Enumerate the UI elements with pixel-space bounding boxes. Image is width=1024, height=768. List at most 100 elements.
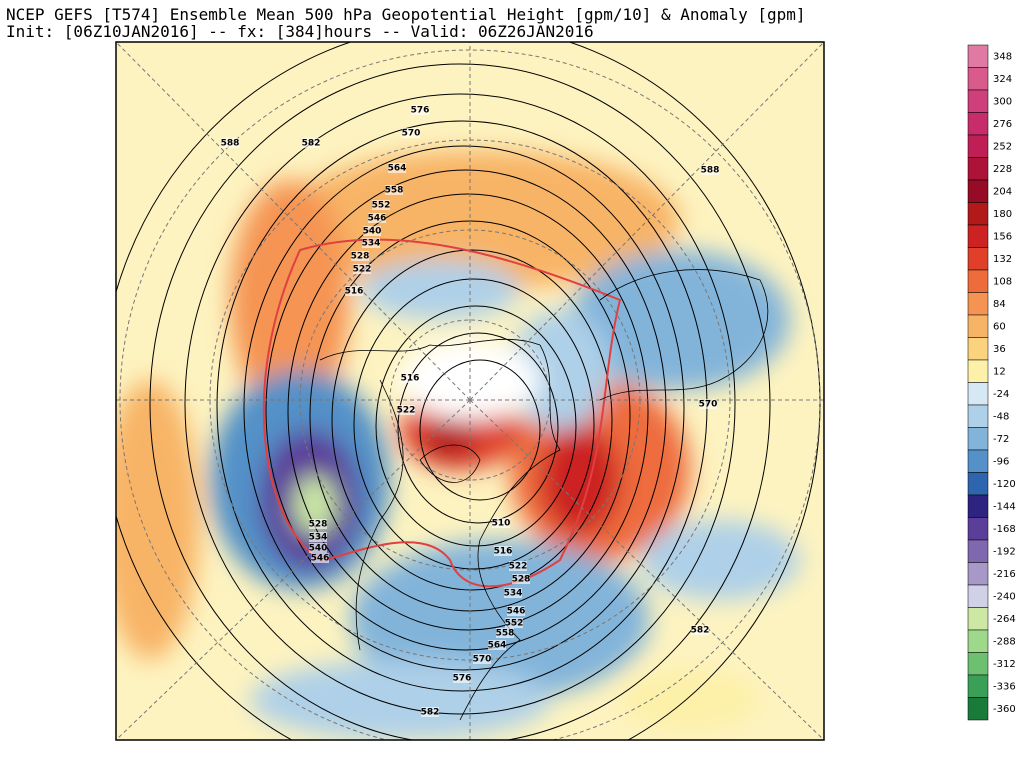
contour-label-bg xyxy=(691,625,709,635)
colorbar-label: 60 xyxy=(993,321,1006,332)
colorbar-label: -24 xyxy=(993,389,1009,400)
colorbar: 348 324 300 276 252 228 204 180 156 132 108 84 60 36 1… xyxy=(967,44,1016,721)
contour-label: 564 xyxy=(488,641,507,651)
contour-label: 546 xyxy=(507,607,526,617)
contour-label-bg xyxy=(421,707,439,717)
colorbar-swatch xyxy=(967,404,989,428)
contour-label-bg xyxy=(473,654,491,664)
contour-label-bg xyxy=(512,574,530,584)
colorbar-label: 108 xyxy=(993,276,1012,287)
colorbar-swatch xyxy=(967,269,989,293)
colorbar-label: 252 xyxy=(993,141,1012,152)
colorbar-label: -336 xyxy=(993,681,1016,692)
colorbar-swatch xyxy=(967,44,989,68)
contour-label: 582 xyxy=(691,626,710,636)
contour-labels: 588 5825765705645585525465405345285225165… xyxy=(221,105,719,718)
colorbar-label: -264 xyxy=(993,614,1016,625)
colorbar-label: -120 xyxy=(993,479,1016,490)
contour-label: 570 xyxy=(699,400,718,410)
anomaly-outline xyxy=(262,238,622,588)
contour-label-bg xyxy=(388,163,406,173)
contour-label: 522 xyxy=(397,406,416,416)
contour-label-bg xyxy=(309,543,327,553)
colorbar-swatch xyxy=(967,67,989,91)
colorbar-label: 180 xyxy=(993,209,1012,220)
contour-label-bg xyxy=(453,673,471,683)
contour-label: 516 xyxy=(494,547,513,557)
colorbar-swatch xyxy=(967,89,989,113)
contour-label-bg xyxy=(221,138,239,148)
colorbar-label: -48 xyxy=(993,411,1009,422)
colorbar-label: 348 xyxy=(993,51,1012,62)
colorbar-swatch xyxy=(967,179,989,203)
colorbar-swatch xyxy=(967,562,989,586)
contour-label: 540 xyxy=(363,227,382,237)
colorbar-swatch xyxy=(967,359,989,383)
contour-label-bg xyxy=(505,618,523,628)
contour-label-bg xyxy=(309,532,327,542)
contour-label-bg xyxy=(353,264,371,274)
colorbar-label: -360 xyxy=(993,704,1016,715)
colorbar-label: 84 xyxy=(993,299,1006,310)
colorbar-swatch xyxy=(967,157,989,181)
colorbar-swatch xyxy=(967,314,989,338)
contour-label-bg xyxy=(701,165,719,175)
colorbar-label: -288 xyxy=(993,636,1016,647)
contour-label-bg xyxy=(699,399,717,409)
colorbar-swatch xyxy=(967,337,989,361)
colorbar-swatch xyxy=(967,629,989,653)
colorbar-swatch xyxy=(967,494,989,518)
contour-label-bg xyxy=(368,213,386,223)
coastlines xyxy=(319,269,769,721)
colorbar-label: 12 xyxy=(993,366,1006,377)
contour-label: 522 xyxy=(353,265,372,275)
colorbar-label: 276 xyxy=(993,119,1012,130)
contour-label: 558 xyxy=(496,629,515,639)
colorbar-label: 132 xyxy=(993,254,1012,265)
colorbar-swatch xyxy=(967,247,989,271)
contour-label-bg xyxy=(385,185,403,195)
colorbar-swatch xyxy=(967,539,989,563)
colorbar-label: -96 xyxy=(993,456,1009,467)
contour-label: 546 xyxy=(368,214,387,224)
contour-label-bg xyxy=(363,226,381,236)
colorbar-swatch xyxy=(967,697,989,721)
contour-label-bg xyxy=(492,518,510,528)
colorbar-swatch xyxy=(967,652,989,676)
contour-label-bg xyxy=(401,373,419,383)
contour-label-bg xyxy=(311,553,329,563)
contour-label: 558 xyxy=(385,186,404,196)
contour-label-bg xyxy=(509,561,527,571)
contour-label-bg xyxy=(362,238,380,248)
colorbar-label: 324 xyxy=(993,74,1012,85)
colorbar-label: 156 xyxy=(993,231,1012,242)
contour-label-bg xyxy=(488,640,506,650)
contour-label-bg xyxy=(309,519,327,529)
colorbar-swatch xyxy=(967,224,989,248)
colorbar-swatch xyxy=(967,134,989,158)
subtitle: Init: [06Z10JAN2016] -- fx: [384]hours -… xyxy=(6,22,594,41)
colorbar-label: -240 xyxy=(993,591,1016,602)
contour-label-bg xyxy=(351,251,369,261)
contour-label-bg xyxy=(504,588,522,598)
contour-label: 528 xyxy=(512,575,531,585)
colorbar-label: 36 xyxy=(993,344,1006,355)
contour-label: 588 xyxy=(221,139,240,149)
contour-label: 582 xyxy=(302,139,321,149)
contour-label: 582 xyxy=(421,708,440,718)
contour-label-bg xyxy=(372,200,390,210)
contour-label-bg xyxy=(345,286,363,296)
colorbar-swatch xyxy=(967,674,989,698)
map-body xyxy=(116,42,824,740)
colorbar-label: -168 xyxy=(993,524,1016,535)
contour-label: 564 xyxy=(388,164,407,174)
colorbar-swatch xyxy=(967,292,989,316)
colorbar-label: -312 xyxy=(993,659,1016,670)
title: NCEP GEFS [T574] Ensemble Mean 500 hPa G… xyxy=(6,5,806,24)
colorbar-label: -216 xyxy=(993,569,1016,580)
contour-label-bg xyxy=(402,128,420,138)
contour-label: 576 xyxy=(453,674,472,684)
colorbar-label: 228 xyxy=(993,164,1012,175)
contour-label: 552 xyxy=(372,201,391,211)
